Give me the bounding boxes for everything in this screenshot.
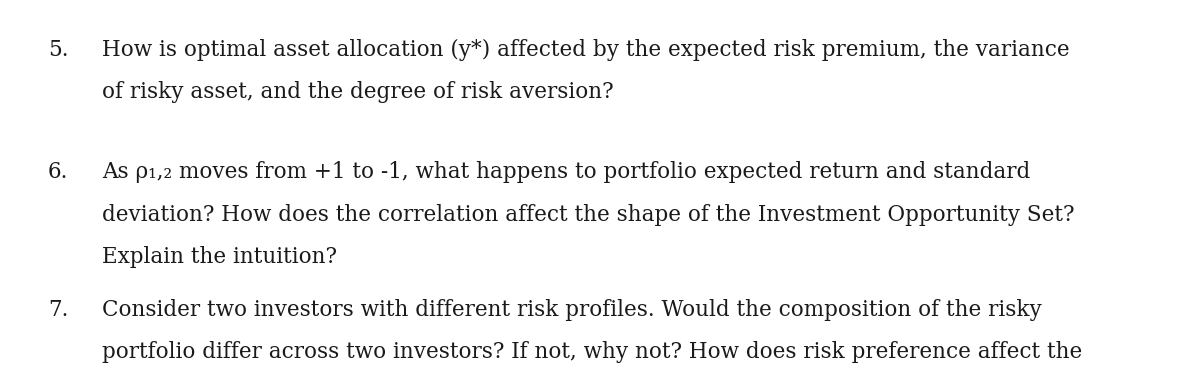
Text: As ρ₁,₂ moves from +1 to -1, what happens to portfolio expected return and stand: As ρ₁,₂ moves from +1 to -1, what happen… — [102, 161, 1031, 184]
Text: deviation? How does the correlation affect the shape of the Investment Opportuni: deviation? How does the correlation affe… — [102, 204, 1074, 226]
Text: How is optimal asset allocation (y*) affected by the expected risk premium, the : How is optimal asset allocation (y*) aff… — [102, 39, 1069, 61]
Text: Explain the intuition?: Explain the intuition? — [102, 246, 337, 268]
Text: portfolio differ across two investors? If not, why not? How does risk preference: portfolio differ across two investors? I… — [102, 341, 1082, 363]
Text: of risky asset, and the degree of risk aversion?: of risky asset, and the degree of risk a… — [102, 81, 613, 103]
Text: 7.: 7. — [48, 299, 68, 321]
Text: 5.: 5. — [48, 39, 68, 61]
Text: Consider two investors with different risk profiles. Would the composition of th: Consider two investors with different ri… — [102, 299, 1042, 321]
Text: 6.: 6. — [48, 161, 68, 184]
